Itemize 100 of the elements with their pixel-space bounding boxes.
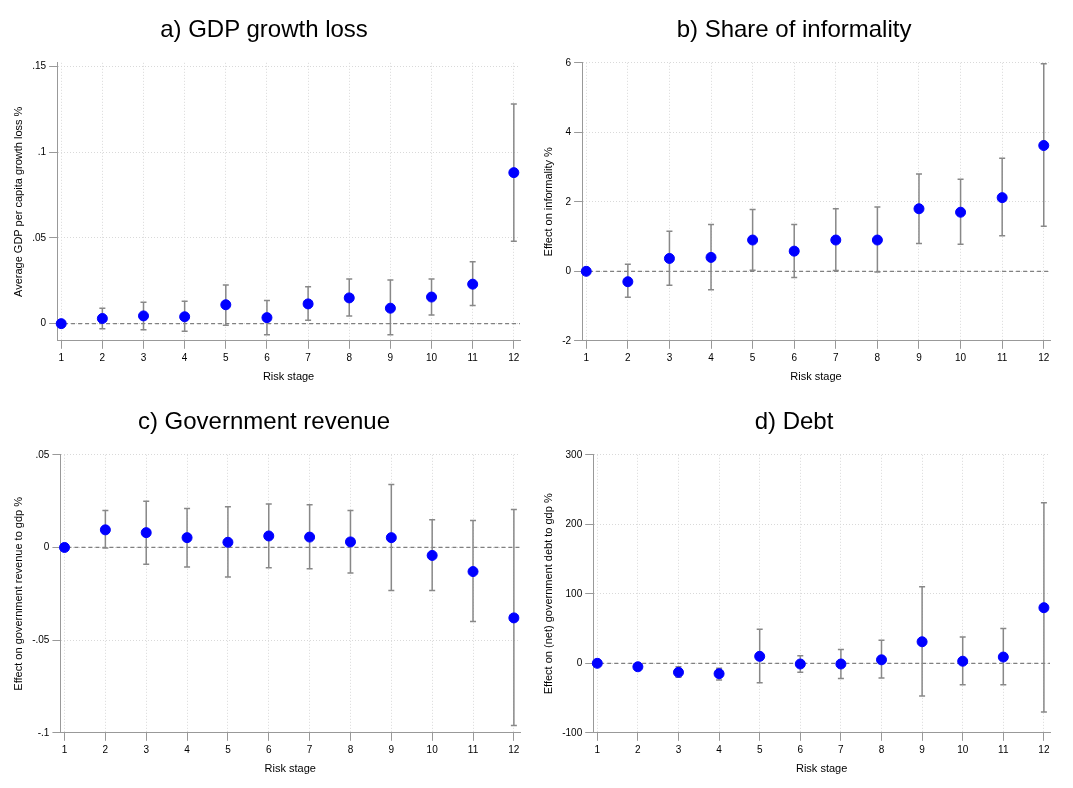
point — [996, 192, 1008, 204]
y-tick-label: .1 — [37, 145, 47, 157]
point — [747, 234, 759, 246]
x-tick-label: 5 — [223, 351, 230, 363]
x-tick-label: 2 — [99, 351, 106, 363]
point — [304, 531, 316, 543]
x-tick-label: 12 — [508, 351, 520, 363]
chart-title: b) Share of informality — [676, 15, 912, 43]
y-tick-label: 4 — [565, 126, 572, 138]
y-axis-title: Effect on informality % — [541, 146, 554, 257]
point — [261, 312, 273, 324]
y-tick-label: 6 — [565, 56, 572, 68]
point — [343, 292, 355, 304]
y-axis-title: Effect on (net) government debt to gdp % — [541, 493, 554, 695]
x-tick-label: 4 — [708, 351, 715, 363]
point — [754, 650, 766, 662]
x-tick-label: 11 — [467, 351, 479, 363]
x-tick-label: 8 — [347, 743, 354, 755]
x-tick-label: 5 — [749, 351, 756, 363]
x-tick-label: 5 — [756, 743, 763, 755]
point — [96, 312, 108, 324]
point — [384, 302, 396, 314]
x-tick-label: 11 — [998, 743, 1009, 755]
x-tick-label: 8 — [874, 351, 881, 363]
point — [59, 541, 71, 553]
y-tick-label: 100 — [565, 587, 583, 599]
point — [138, 310, 150, 322]
point — [705, 251, 717, 263]
point — [181, 532, 193, 544]
x-tick-label: 11 — [996, 351, 1008, 363]
x-tick-label: 1 — [61, 743, 68, 755]
x-axis-title: Risk stage — [262, 370, 315, 383]
point — [871, 234, 883, 246]
chart-title: c) Government revenue — [137, 407, 391, 435]
y-tick-label: 0 — [43, 541, 50, 553]
x-tick-label: 1 — [58, 351, 65, 363]
x-tick-label: 10 — [426, 743, 439, 755]
x-tick-label: 3 — [666, 351, 673, 363]
point — [591, 657, 603, 669]
point — [99, 524, 111, 536]
y-tick-label: -.1 — [37, 726, 50, 738]
point — [55, 318, 67, 330]
x-tick-label: 12 — [1038, 351, 1050, 363]
point — [508, 167, 520, 179]
y-tick-label: 300 — [565, 448, 583, 460]
point — [302, 298, 314, 310]
point — [794, 658, 806, 670]
point — [1038, 602, 1050, 614]
x-tick-label: 5 — [225, 743, 232, 755]
x-tick-label: 6 — [791, 351, 798, 363]
y-tick-label: -100 — [562, 726, 583, 738]
x-tick-label: 9 — [919, 743, 926, 755]
point — [508, 612, 520, 624]
point — [222, 536, 234, 548]
x-tick-label: 4 — [184, 743, 191, 755]
x-tick-label: 7 — [833, 351, 840, 363]
x-tick-label: 10 — [425, 351, 438, 363]
y-tick-label: .15 — [32, 59, 47, 71]
point — [426, 549, 438, 561]
y-tick-label: 0 — [565, 265, 572, 277]
point — [835, 658, 847, 670]
x-axis-title: Risk stage — [795, 762, 848, 775]
chart-title: d) Debt — [754, 407, 834, 435]
point — [913, 203, 925, 215]
y-tick-label: -.05 — [32, 633, 50, 645]
point — [140, 527, 152, 539]
x-tick-label: 3 — [143, 743, 150, 755]
x-tick-label: 7 — [306, 743, 313, 755]
x-tick-label: 9 — [387, 351, 394, 363]
x-tick-label: 10 — [957, 743, 969, 755]
x-tick-label: 7 — [305, 351, 312, 363]
x-tick-label: 6 — [797, 743, 804, 755]
point — [955, 206, 967, 218]
point — [1038, 140, 1050, 152]
y-axis-title: Average GDP per capita growth loss % — [11, 106, 24, 297]
x-tick-label: 2 — [625, 351, 632, 363]
x-tick-label: 11 — [467, 743, 479, 755]
point — [876, 654, 887, 666]
x-tick-label: 3 — [675, 743, 682, 755]
point — [997, 651, 1009, 663]
point — [622, 276, 634, 288]
x-tick-label: 8 — [878, 743, 885, 755]
x-tick-label: 9 — [388, 743, 395, 755]
point — [957, 655, 969, 667]
point — [632, 661, 644, 673]
point — [916, 636, 928, 648]
x-tick-label: 9 — [916, 351, 923, 363]
point — [830, 234, 842, 246]
x-tick-label: 7 — [838, 743, 845, 755]
x-tick-label: 2 — [102, 743, 109, 755]
x-tick-label: 8 — [346, 351, 353, 363]
chart-title: a) GDP growth loss — [160, 15, 368, 43]
x-tick-label: 10 — [955, 351, 967, 363]
y-tick-label: .05 — [32, 231, 47, 243]
y-tick-label: 200 — [565, 518, 583, 530]
point — [344, 536, 356, 548]
point — [467, 278, 479, 290]
y-tick-label: 2 — [565, 195, 572, 207]
x-tick-label: 4 — [181, 351, 188, 363]
point — [580, 265, 592, 277]
